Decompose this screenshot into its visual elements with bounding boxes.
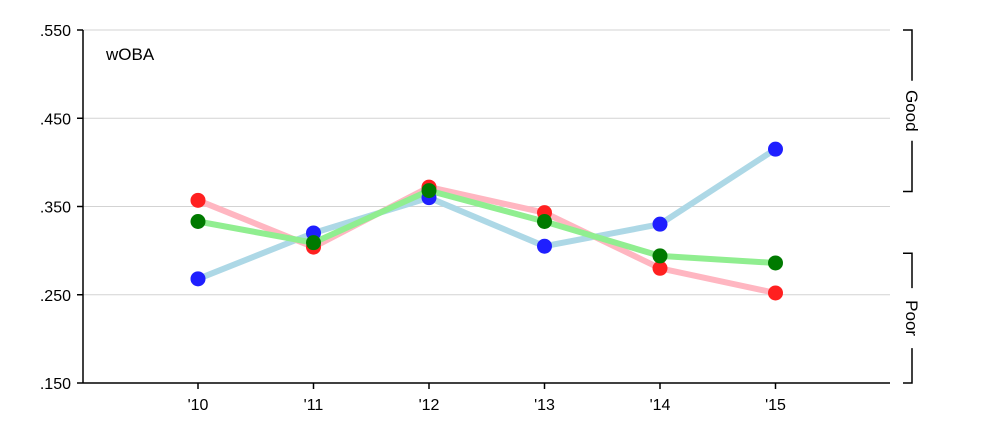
bracket-poor-line — [903, 252, 913, 384]
grid-lines — [77, 29, 890, 384]
y-tick-label: .550 — [40, 23, 71, 40]
y-tick-label: .450 — [40, 111, 71, 128]
x-tick-label: '13 — [534, 397, 555, 414]
series-1-point — [537, 238, 552, 254]
x-tick-labels: '10 '11 '12 '13 '14 '15 — [188, 383, 786, 414]
series-3-point — [190, 214, 206, 230]
series-1-point — [190, 271, 206, 287]
series-3-point — [768, 255, 783, 271]
series-3-point — [306, 235, 321, 251]
x-tick-label: '14 — [650, 397, 671, 414]
bracket-good-label: Good — [902, 90, 921, 132]
y-tick-label: .150 — [40, 376, 71, 393]
series-3-point — [537, 214, 552, 230]
x-tick-label: '11 — [304, 397, 324, 414]
series-3-point — [652, 248, 668, 264]
y-tick-labels: .550 .450 .350 .250 .150 — [40, 23, 71, 393]
series-1-point — [652, 216, 668, 232]
y-tick-label: .250 — [40, 288, 71, 305]
series-1-point — [768, 141, 783, 157]
x-tick-label: '15 — [765, 397, 786, 414]
chart-annotation: wOBA — [105, 45, 155, 64]
series-2-point — [190, 192, 206, 208]
bracket-good-line — [903, 29, 913, 193]
x-tick-label: '10 — [188, 397, 209, 414]
series-group — [190, 141, 783, 301]
series-line-3 — [195, 187, 779, 266]
bracket-poor-label: Poor — [902, 300, 921, 336]
series-2-point — [652, 260, 668, 276]
x-tick-label: '12 — [419, 397, 440, 414]
series-2-point — [768, 285, 783, 301]
series-3-point — [421, 183, 437, 199]
bracket-group: Good Poor — [902, 29, 921, 384]
y-tick-label: .350 — [40, 200, 71, 217]
axes — [82, 30, 890, 384]
